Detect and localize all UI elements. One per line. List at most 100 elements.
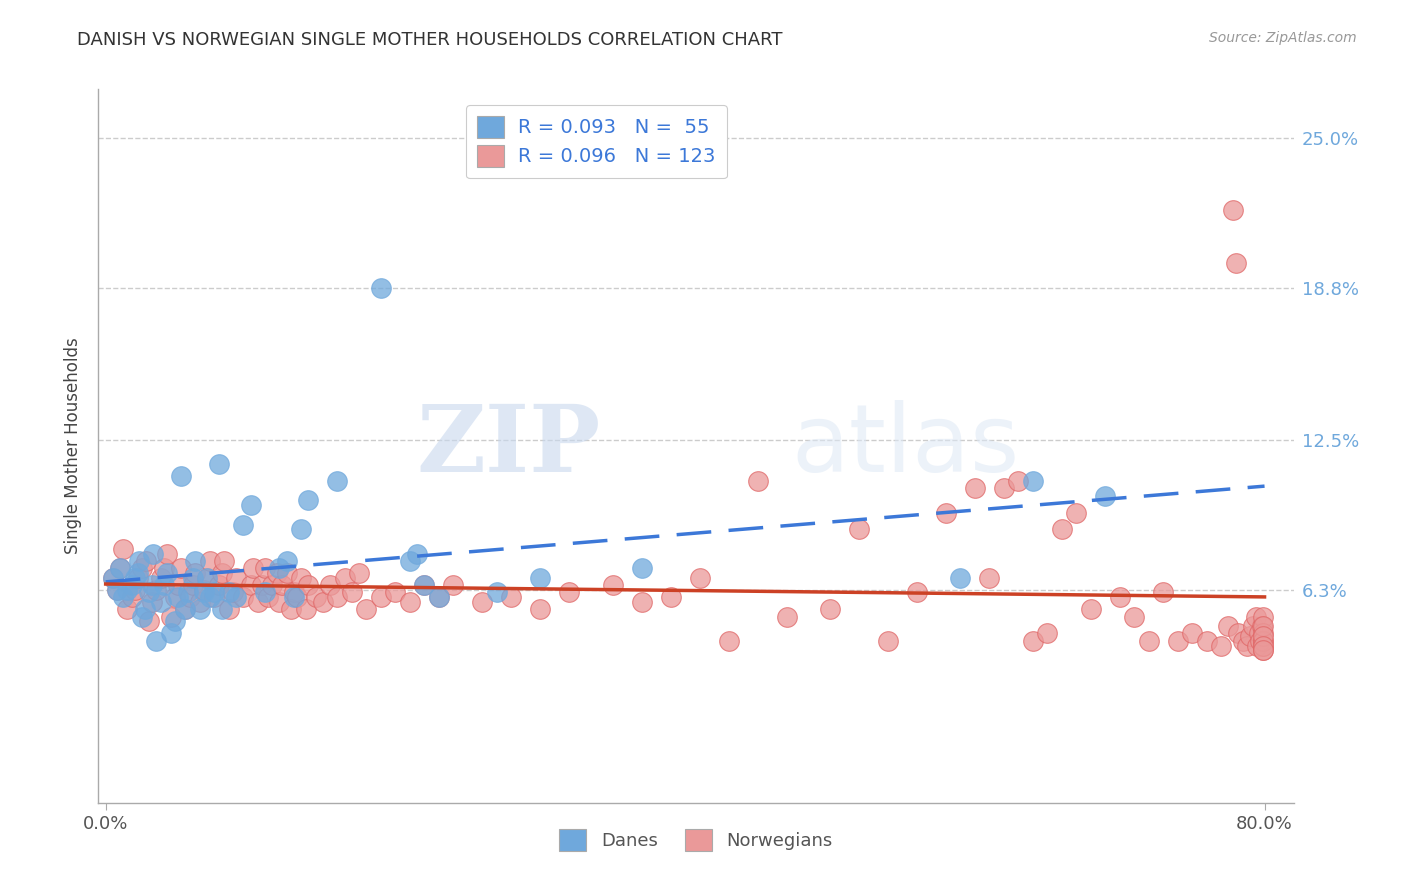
Point (193, 582, 215, 597)
Point (117, 602, 139, 616)
Point (333, 571, 356, 585)
Point (174, 602, 197, 616)
Point (848, 523, 870, 537)
Point (225, 571, 247, 585)
Point (188, 595, 211, 609)
Point (1232, 633, 1254, 648)
Point (356, 602, 378, 616)
Point (127, 571, 149, 585)
Point (630, 595, 652, 609)
Point (222, 585, 245, 599)
Point (406, 547, 429, 561)
Point (160, 609, 183, 624)
Point (1244, 609, 1267, 624)
Point (319, 578, 342, 592)
Point (124, 571, 146, 585)
Point (413, 578, 436, 592)
Point (193, 585, 215, 599)
Point (1251, 619, 1274, 633)
Point (208, 578, 231, 592)
Point (131, 609, 153, 624)
Point (427, 590, 450, 604)
Point (141, 578, 163, 592)
Point (1251, 643, 1274, 657)
Point (135, 554, 157, 568)
Point (271, 578, 294, 592)
Point (1167, 633, 1189, 648)
Point (384, 585, 406, 599)
Point (877, 633, 900, 648)
Point (1195, 633, 1218, 648)
Point (127, 566, 149, 580)
Point (717, 633, 740, 648)
Point (949, 571, 972, 585)
Point (195, 571, 218, 585)
Point (413, 578, 436, 592)
Point (283, 585, 305, 599)
Point (105, 582, 128, 597)
Point (340, 585, 363, 599)
Text: DANISH VS NORWEGIAN SINGLE MOTHER HOUSEHOLDS CORRELATION CHART: DANISH VS NORWEGIAN SINGLE MOTHER HOUSEH… (77, 31, 783, 49)
Point (181, 571, 204, 585)
Point (471, 595, 494, 609)
Point (935, 506, 957, 520)
Point (305, 590, 328, 604)
Point (276, 554, 298, 568)
Point (124, 582, 146, 597)
Point (1050, 523, 1073, 537)
Point (165, 615, 187, 629)
Point (979, 571, 1001, 585)
Point (202, 590, 225, 604)
Point (280, 602, 302, 616)
Point (1181, 626, 1204, 640)
Point (218, 585, 240, 599)
Point (818, 602, 841, 616)
Point (1094, 489, 1116, 503)
Point (370, 590, 392, 604)
Point (1007, 474, 1029, 488)
Point (138, 615, 160, 629)
Point (290, 523, 312, 537)
Point (1239, 629, 1261, 643)
Point (529, 571, 551, 585)
Point (188, 602, 211, 616)
Point (347, 566, 370, 580)
Point (285, 590, 308, 604)
Point (121, 578, 143, 592)
Point (1247, 626, 1270, 640)
Point (232, 517, 254, 532)
Point (177, 585, 200, 599)
Point (167, 590, 190, 604)
Point (149, 595, 172, 609)
Point (963, 481, 986, 495)
Point (501, 590, 523, 604)
Point (427, 590, 450, 604)
Point (198, 554, 221, 568)
Point (1108, 590, 1130, 604)
Point (142, 547, 165, 561)
Point (1251, 633, 1274, 648)
Point (747, 474, 769, 488)
Point (485, 585, 508, 599)
Point (1123, 609, 1146, 624)
Point (184, 566, 207, 580)
Point (184, 554, 207, 568)
Text: ZIP: ZIP (416, 401, 600, 491)
Point (1251, 643, 1274, 657)
Point (165, 590, 187, 604)
Point (266, 566, 288, 580)
Point (1251, 626, 1274, 640)
Point (1209, 639, 1232, 653)
Point (905, 585, 928, 599)
Point (602, 578, 624, 592)
Point (195, 571, 218, 585)
Point (1225, 256, 1247, 270)
Point (689, 571, 711, 585)
Point (202, 585, 225, 599)
Point (145, 582, 167, 597)
Point (326, 474, 349, 488)
Point (1218, 619, 1240, 633)
Point (558, 585, 581, 599)
Point (1250, 619, 1272, 633)
Point (1022, 474, 1045, 488)
